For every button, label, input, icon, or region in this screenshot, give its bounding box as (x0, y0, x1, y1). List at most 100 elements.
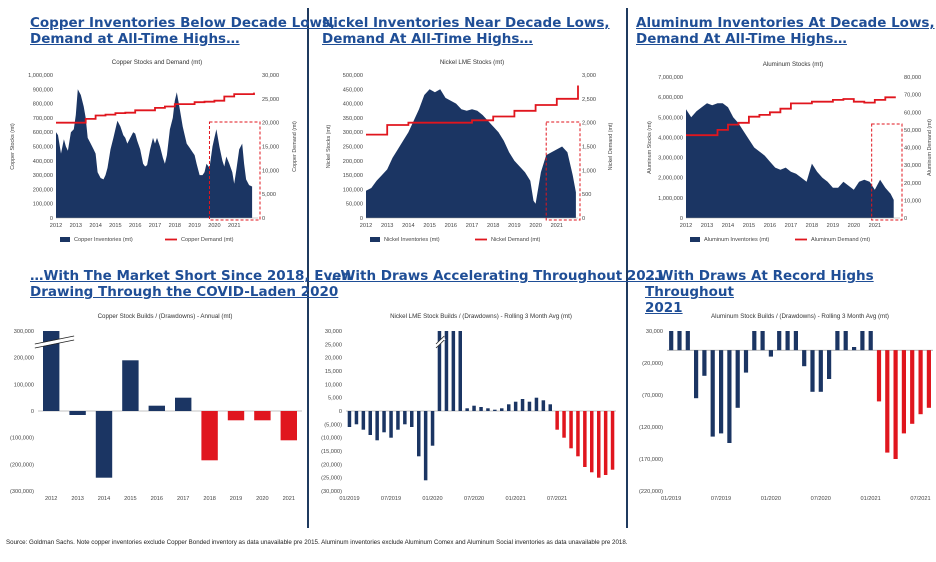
x-tick-label: 01/2020 (761, 496, 781, 502)
y-tick-label: 6,000,000 (658, 95, 683, 101)
legend-label: Nickel Inventories (mt) (384, 237, 440, 243)
chart-title: Nickel LME Stock Builds / (Drawdowns) - … (390, 313, 572, 320)
chart-title: Copper Stocks and Demand (mt) (112, 59, 202, 66)
y-tick-label: 7,000,000 (658, 75, 683, 81)
y-tick-label: 0 (31, 409, 34, 415)
demand-line (366, 85, 579, 136)
x-tick-label: 2018 (203, 496, 215, 502)
y-tick-label: 200,000 (33, 187, 53, 193)
bar (548, 404, 552, 411)
highlight-box (208, 121, 261, 221)
y-tick-label: (25,000) (321, 476, 342, 482)
bar (458, 331, 462, 411)
chart-title: Aluminum Stock Builds / (Drawdowns) - Ro… (711, 313, 889, 320)
y-tick-label: (120,000) (639, 425, 663, 431)
y-tick-label: 50,000 (346, 202, 363, 208)
legend-swatch-inventory (60, 237, 70, 242)
y-tick-label: (20,000) (321, 462, 342, 468)
x-tick-label: 2019 (188, 223, 200, 229)
x-tick-label: 2018 (806, 223, 818, 229)
y-tick-label: (200,000) (10, 462, 34, 468)
inventory-area (686, 103, 894, 218)
y-tick-label: (170,000) (639, 457, 663, 463)
y-tick-label: 25,000 (325, 342, 342, 348)
bar (437, 331, 442, 411)
y-tick-label: (30,000) (321, 489, 342, 495)
bar (569, 411, 573, 449)
y-tick-label: 4,000,000 (658, 135, 683, 141)
bar (43, 331, 60, 411)
y-tick-label: 1,000,000 (28, 73, 53, 79)
bar (719, 350, 724, 434)
y-tick-label: 300,000 (14, 329, 34, 335)
x-tick-label: 2019 (827, 223, 839, 229)
x-tick-label: 07/2019 (711, 496, 731, 502)
chart-title: Nickel LME Stocks (mt) (440, 59, 504, 66)
x-tick-label: 2020 (208, 223, 220, 229)
y-tick-label: 100,000 (343, 187, 363, 193)
y2-tick-label: 60,000 (904, 110, 921, 116)
x-tick-label: 2017 (785, 223, 797, 229)
x-tick-label: 2016 (151, 496, 163, 502)
bar (347, 411, 352, 427)
bar (534, 397, 539, 411)
x-tick-label: 2021 (228, 223, 240, 229)
y-tick-label: 10,000 (325, 382, 342, 388)
bar (868, 331, 873, 351)
bar (227, 411, 245, 421)
bar (876, 350, 882, 402)
y-tick-label: 350,000 (343, 116, 363, 122)
y2-tick-label: 0 (262, 216, 265, 222)
bar (472, 405, 476, 411)
bar (95, 411, 113, 478)
x-tick-label: 2013 (701, 223, 713, 229)
bar (465, 408, 469, 411)
x-tick-label: 2021 (869, 223, 881, 229)
heading-line: Demand At All-Time Highs… (322, 31, 533, 47)
y2-axis-label: Aluminum Demand (mt) (927, 119, 933, 176)
x-tick-label: 07/2021 (910, 496, 930, 502)
y2-tick-label: 30,000 (904, 163, 921, 169)
y-tick-label: 400,000 (33, 159, 53, 165)
y2-tick-label: 500 (582, 192, 591, 198)
x-tick-label: 07/2021 (547, 496, 567, 502)
bar (69, 411, 86, 415)
bar (727, 350, 732, 443)
y2-tick-label: 1,500 (582, 145, 596, 151)
x-tick-label: 01/2020 (422, 496, 442, 502)
bar (893, 350, 898, 459)
bar (562, 411, 566, 438)
bar (603, 411, 608, 475)
bar (918, 350, 923, 415)
y2-tick-label: 20,000 (904, 181, 921, 187)
bar (926, 350, 931, 408)
bar (354, 411, 359, 425)
y2-axis-label: Nickel Demand (mt) (608, 122, 614, 170)
y-tick-label: 200,000 (343, 159, 363, 165)
y2-tick-label: 25,000 (262, 97, 279, 103)
x-tick-label: 01/2019 (661, 496, 681, 502)
heading-line: Drawing Through the COVID-Laden 2020 (30, 284, 339, 300)
y-tick-label: (15,000) (321, 449, 342, 455)
inventory-area (366, 89, 576, 218)
y-tick-label: (70,000) (642, 393, 663, 399)
heading-line: 2021 (645, 300, 683, 316)
x-tick-label: 2020 (256, 496, 268, 502)
y-axis-label: Nickel Stocks (mt) (326, 125, 332, 169)
chart-title: Aluminum Stocks (mt) (763, 61, 824, 68)
x-tick-label: 2021 (551, 223, 563, 229)
x-tick-label: 07/2020 (811, 496, 831, 502)
bar (743, 350, 749, 373)
x-tick-label: 2015 (743, 223, 755, 229)
highlight-box (545, 121, 581, 221)
x-tick-label: 2018 (169, 223, 181, 229)
x-tick-label: 2015 (109, 223, 121, 229)
bar (860, 331, 865, 351)
x-tick-label: 2017 (466, 223, 478, 229)
y2-axis-label: Copper Demand (mt) (292, 121, 298, 172)
bar (576, 411, 580, 457)
bar (901, 350, 906, 434)
bar (685, 331, 690, 351)
heading-nickel-builds: …With Draws Accelerating Throughout 2021 (327, 268, 664, 284)
bar (852, 347, 857, 351)
